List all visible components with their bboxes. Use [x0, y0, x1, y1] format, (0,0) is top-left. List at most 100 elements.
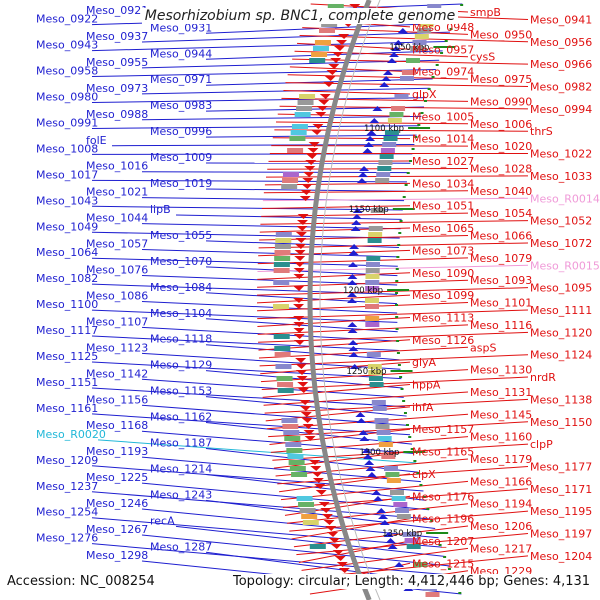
gene-label-right[interactable]: Meso_1171 — [530, 483, 592, 496]
gene-label-right[interactable]: Meso_1160 — [470, 431, 532, 444]
gene-label-right[interactable]: Meso_1090 — [412, 267, 474, 280]
gene-label-left[interactable]: Meso_0937 — [86, 30, 148, 43]
gene-label-right[interactable]: Meso_1207 — [412, 535, 474, 548]
gene-label-left[interactable]: Meso_1168 — [86, 419, 148, 432]
gene-label-left[interactable]: Meso_1107 — [86, 315, 148, 328]
gene-label-right[interactable]: Meso_1034 — [412, 177, 474, 190]
gene-label-right[interactable]: cysS — [470, 51, 495, 64]
gene-label-right[interactable]: Meso_1040 — [470, 185, 532, 198]
gene-label-left[interactable]: Meso_1129 — [150, 359, 212, 372]
gene-label-left[interactable]: Meso_0996 — [150, 125, 212, 138]
gene-label-right[interactable]: Meso_0994 — [530, 103, 592, 116]
gene-label-right[interactable]: ihfA — [412, 401, 434, 414]
gene-label-left[interactable]: Meso_0955 — [86, 56, 148, 69]
gene-label-left[interactable]: Meso_1086 — [86, 289, 148, 302]
gene-label-left[interactable]: Meso_1142 — [86, 367, 148, 380]
gene-label-left[interactable]: Meso_1225 — [86, 471, 148, 484]
gene-label-right[interactable]: Meso_1176 — [412, 490, 474, 503]
gene-label-right[interactable]: aspS — [470, 341, 496, 354]
gene-label-left[interactable]: Meso_1084 — [150, 281, 212, 294]
gene-label-left[interactable]: Meso_1021 — [86, 186, 148, 199]
gene-label-right[interactable]: Meso_1126 — [412, 334, 474, 347]
gene-label-left[interactable]: Meso_1044 — [86, 212, 148, 225]
gene-label-left[interactable]: Meso_0958 — [36, 65, 98, 78]
gene-label-right[interactable]: Meso_1157 — [412, 423, 474, 436]
gene-label-right[interactable]: Meso_0950 — [470, 28, 532, 41]
gene-label-right[interactable]: Meso_1116 — [470, 319, 532, 332]
gene-label-right[interactable]: Meso_1006 — [470, 118, 532, 131]
gene-label-right[interactable]: Meso_1051 — [412, 200, 474, 213]
gene-label-left[interactable]: Meso_1016 — [86, 160, 148, 173]
gene-label-left[interactable]: Meso_0991 — [36, 116, 98, 129]
gene-label-right[interactable]: Meso_1196 — [412, 513, 474, 526]
gene-label-right[interactable]: Meso_1206 — [470, 520, 532, 533]
gene-label-right[interactable]: Meso_1072 — [530, 237, 592, 250]
gene-label-right[interactable]: Meso_0975 — [470, 73, 532, 86]
gene-label-right[interactable]: Meso_1177 — [530, 460, 592, 473]
gene-label-left[interactable]: Meso_1243 — [150, 488, 212, 501]
gene-label-right[interactable]: Meso_1111 — [530, 304, 592, 317]
gene-label-right[interactable]: Meso_1028 — [470, 162, 532, 175]
gene-label-right[interactable]: smpB — [470, 6, 501, 19]
gene-label-right[interactable]: clpP — [530, 438, 553, 451]
gene-label-left[interactable]: Meso_R0020 — [36, 428, 106, 441]
gene-label-left[interactable]: Meso_0983 — [150, 99, 212, 112]
gene-label-left[interactable]: Meso_1100 — [36, 298, 98, 311]
gene-label-right[interactable]: Meso_1022 — [530, 148, 592, 161]
gene-label-right[interactable]: Meso_1131 — [470, 386, 532, 399]
gene-label-left[interactable]: Meso_1287 — [150, 540, 212, 553]
gene-label-right[interactable]: glpX — [412, 88, 437, 101]
gene-label-left[interactable]: Meso_1009 — [150, 151, 212, 164]
gene-label-left[interactable]: folE — [86, 134, 107, 147]
gene-label-right[interactable]: Meso_1179 — [470, 453, 532, 466]
gene-label-right[interactable]: Meso_1033 — [530, 170, 592, 183]
gene-label-right[interactable]: Meso_1145 — [470, 408, 532, 421]
gene-label-left[interactable]: Meso_1104 — [150, 307, 212, 320]
gene-label-left[interactable]: Meso_1008 — [36, 142, 98, 155]
gene-label-left[interactable]: Meso_0973 — [86, 82, 148, 95]
gene-label-right[interactable]: Meso_1217 — [470, 542, 532, 555]
gene-label-left[interactable]: Meso_1123 — [86, 341, 148, 354]
gene-label-left[interactable]: Meso_1246 — [86, 497, 148, 510]
gene-label-left[interactable]: Meso_1017 — [36, 168, 98, 181]
gene-label-right[interactable]: Meso_1065 — [412, 222, 474, 235]
gene-label-right[interactable]: Meso_0957 — [412, 43, 474, 56]
gene-label-left[interactable]: Meso_0931 — [150, 21, 212, 34]
gene-label-left[interactable]: Meso_1254 — [36, 506, 98, 519]
gene-label-left[interactable]: Meso_1064 — [36, 246, 98, 259]
gene-label-left[interactable]: Meso_0980 — [36, 91, 98, 104]
gene-label-right[interactable]: Meso_1166 — [470, 475, 532, 488]
gene-label-left[interactable]: Meso_1187 — [150, 437, 212, 450]
gene-label-left[interactable]: Meso_1276 — [36, 532, 98, 545]
gene-label-right[interactable]: Meso_1113 — [412, 311, 474, 324]
gene-label-right[interactable]: Meso_1099 — [412, 289, 474, 302]
gene-label-left[interactable]: Meso_1151 — [36, 376, 98, 389]
gene-label-left[interactable]: Meso_0944 — [150, 47, 212, 60]
gene-label-right[interactable]: Meso_1014 — [412, 133, 474, 146]
gene-label-right[interactable]: Meso_1095 — [530, 282, 592, 295]
gene-label-right[interactable]: Meso_1130 — [470, 364, 532, 377]
gene-label-right[interactable]: Meso_1079 — [470, 252, 532, 265]
gene-label-right[interactable]: clpX — [412, 468, 436, 481]
gene-label-right[interactable]: Meso_1073 — [412, 244, 474, 257]
gene-label-left[interactable]: Meso_1237 — [36, 480, 98, 493]
gene-label-right[interactable]: Meso_1054 — [470, 207, 532, 220]
gene-label-left[interactable]: Meso_1076 — [86, 264, 148, 277]
gene-label-right[interactable]: Meso_0974 — [412, 66, 474, 79]
gene-label-left[interactable]: Meso_1214 — [150, 462, 212, 475]
gene-label-right[interactable]: Meso_1138 — [530, 393, 592, 406]
gene-label-left[interactable]: Meso_1298 — [86, 549, 148, 562]
gene-label-right[interactable]: Meso_R0014 — [530, 192, 600, 205]
gene-label-left[interactable]: Meso_1118 — [150, 333, 212, 346]
gene-label-left[interactable]: Meso_1049 — [36, 220, 98, 233]
gene-label-right[interactable]: Meso_0982 — [530, 81, 592, 94]
gene-label-right[interactable]: Meso_1093 — [470, 274, 532, 287]
gene-label-right[interactable]: glyA — [412, 356, 437, 369]
gene-label-right[interactable]: Meso_1020 — [470, 140, 532, 153]
gene-label-left[interactable]: Meso_1162 — [150, 411, 212, 424]
gene-label-left[interactable]: Meso_0943 — [36, 39, 98, 52]
gene-label-right[interactable]: Meso_1120 — [530, 326, 592, 339]
gene-label-right[interactable]: thrS — [530, 125, 553, 138]
gene-label-left[interactable]: Meso_1161 — [36, 402, 98, 415]
gene-label-right[interactable]: Meso_1195 — [530, 505, 592, 518]
